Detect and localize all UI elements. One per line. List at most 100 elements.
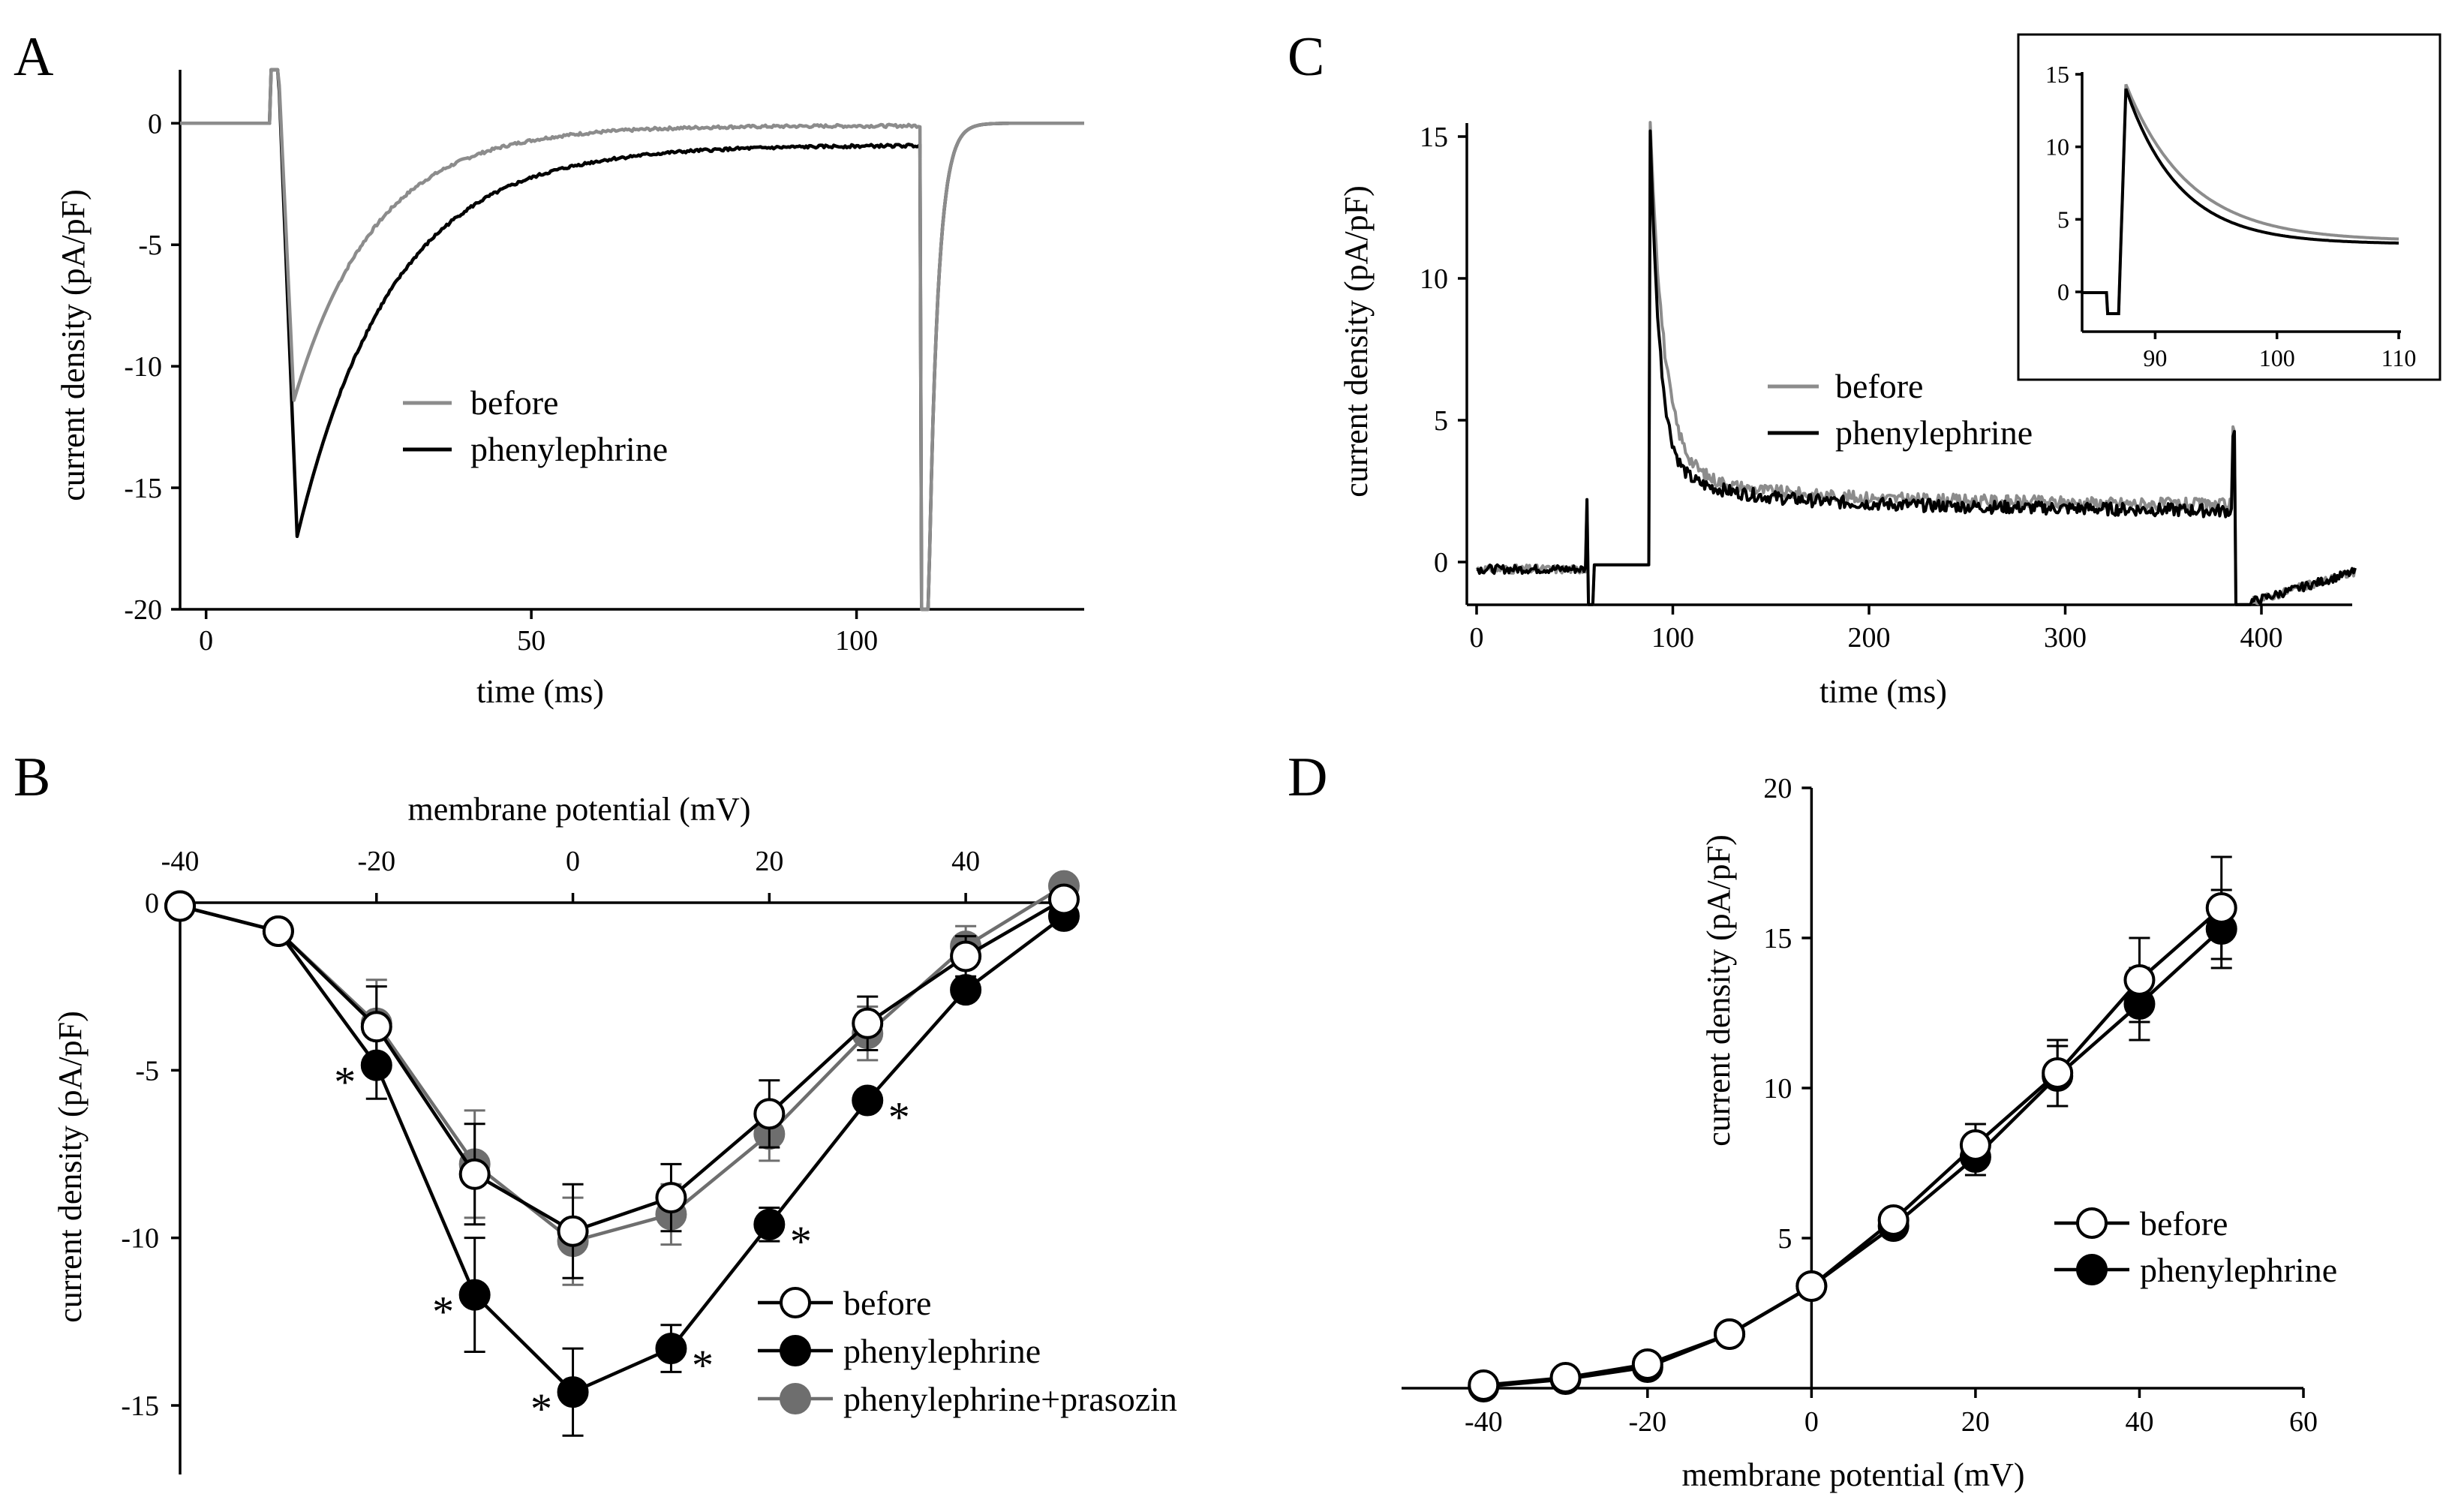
x-tick-label: -20 (1628, 1406, 1666, 1438)
inset-x-tick-label: 100 (2259, 344, 2295, 371)
trace-phenylephrine (1476, 129, 2357, 606)
x-tick-label: 100 (835, 625, 878, 657)
data-point-before (2042, 1057, 2074, 1089)
x-tick-label: 100 (1651, 622, 1694, 654)
significance-mark: * (790, 1217, 812, 1266)
x-tick-label: 0 (1470, 622, 1484, 654)
x-tick-label: 50 (517, 625, 545, 657)
significance-mark: * (530, 1384, 552, 1433)
y-tick-label: 0 (148, 108, 162, 140)
data-point-phenylephrine (950, 974, 982, 1006)
data-point-before (2205, 892, 2237, 924)
legend-label-phenylephrine: phenylephrine (843, 1332, 1041, 1370)
x-tick-label: 40 (2125, 1406, 2153, 1438)
data-point-phenylephrine (458, 1279, 491, 1311)
y-axis-label: current density (pA/pF) (52, 1011, 89, 1322)
inset-frame (2017, 33, 2441, 381)
data-point-phenylephrine (852, 1084, 884, 1117)
legend-label-before: before (2140, 1204, 2228, 1243)
y-axis-label: current density (pA/pF) (1338, 185, 1375, 497)
inset-y-tick-label: 0 (2057, 278, 2069, 305)
data-point-before (852, 1007, 884, 1039)
x-tick-label: 40 (951, 846, 980, 877)
y-tick-label: 15 (1763, 923, 1792, 954)
significance-mark: * (692, 1341, 714, 1390)
trace-before (179, 68, 1085, 612)
series-line-phenylephrine+prasozin (179, 884, 1065, 1243)
x-tick-label: -40 (161, 846, 200, 877)
y-tick-label: -15 (121, 1390, 159, 1422)
inset-y-tick-label: 10 (2045, 134, 2069, 161)
y-tick-label: 10 (1420, 263, 1448, 295)
legend-marker-phenylephrine+prasozin (780, 1383, 811, 1414)
significance-mark: * (432, 1288, 454, 1336)
legend-label-before: before (1835, 367, 1923, 405)
series-line-before (1483, 906, 2223, 1387)
series-line-before (179, 897, 1065, 1234)
inset-trace-before (2082, 83, 2399, 315)
inset-trace-phenylephrine (2082, 88, 2399, 315)
y-tick-label: 5 (1434, 405, 1448, 437)
x-axis-label: time (ms) (1819, 673, 1947, 710)
y-axis-label: current density (pA/pF) (55, 189, 92, 500)
legend-marker-phenylephrine (780, 1335, 811, 1366)
legend-label-phenylephrine: phenylephrine (1835, 413, 2033, 452)
panel-label-b: B (14, 747, 50, 808)
x-tick-label: 20 (1961, 1406, 1990, 1438)
legend-label-phenylephrine: phenylephrine (2140, 1251, 2337, 1289)
legend-marker-before (2076, 1207, 2108, 1239)
data-point-before (1631, 1348, 1663, 1380)
legend-marker-before (780, 1287, 811, 1318)
data-point-before (360, 1011, 392, 1043)
legend-label-before: before (470, 383, 558, 422)
inset-x-tick-label: 110 (2381, 344, 2417, 371)
data-point-before (1877, 1204, 1910, 1236)
y-tick-label: 15 (1420, 122, 1448, 153)
x-tick-label: 0 (199, 625, 213, 657)
data-point-before (1549, 1362, 1582, 1393)
legend-label-phenylephrine: phenylephrine (470, 430, 668, 468)
x-axis-label: membrane potential (mV) (408, 791, 751, 828)
x-tick-label: 200 (1848, 622, 1891, 654)
data-point-before (458, 1158, 491, 1190)
x-tick-label: 0 (1804, 1406, 1819, 1438)
y-tick-label: -10 (124, 351, 162, 383)
panel-a: A 0 -5 -10 -15 -20 0 50 100 time (ms) current dens… (14, 26, 1085, 710)
inset-y-tick-label: 15 (2045, 61, 2069, 88)
data-point-before (164, 890, 196, 922)
data-point-phenylephrine (753, 1208, 786, 1240)
x-tick-label: -20 (357, 846, 395, 877)
y-tick-label: 0 (145, 888, 159, 919)
data-point-before (1714, 1318, 1746, 1350)
data-point-phenylephrine (655, 1333, 687, 1365)
data-point-before (557, 1215, 589, 1247)
x-tick-label: 300 (2044, 622, 2087, 654)
y-tick-label: -20 (124, 594, 162, 626)
data-point-before (1795, 1270, 1828, 1302)
significance-mark: * (888, 1093, 910, 1142)
panel-b: B -40 -20 0 20 40 0 -5 -10 -15 membrane potential … (14, 747, 1177, 1474)
y-tick-label: 5 (1777, 1223, 1792, 1255)
y-tick-label: 10 (1763, 1073, 1792, 1105)
significance-mark: * (334, 1058, 356, 1107)
x-tick-label: 20 (755, 846, 783, 877)
data-point-before (1959, 1129, 1991, 1161)
x-tick-label: -40 (1465, 1406, 1503, 1438)
y-tick-label: -5 (135, 1055, 159, 1087)
data-point-phenylephrine (557, 1376, 589, 1408)
y-axis-label: current density (pA/pF) (1700, 834, 1737, 1146)
data-point-before (753, 1098, 786, 1130)
data-point-before (262, 915, 294, 947)
series-line-phenylephrine (179, 904, 1065, 1394)
y-tick-label: 20 (1763, 773, 1792, 804)
data-point-before (2123, 964, 2156, 996)
panel-label-c: C (1288, 26, 1324, 88)
x-tick-label: 0 (566, 846, 580, 877)
inset-y-tick-label: 5 (2057, 206, 2069, 233)
inset-plot: 0 5 10 15 90 100 110 (2017, 33, 2441, 381)
data-point-before (655, 1182, 687, 1214)
data-point-before (1468, 1369, 1500, 1401)
data-point-before (1048, 883, 1080, 915)
